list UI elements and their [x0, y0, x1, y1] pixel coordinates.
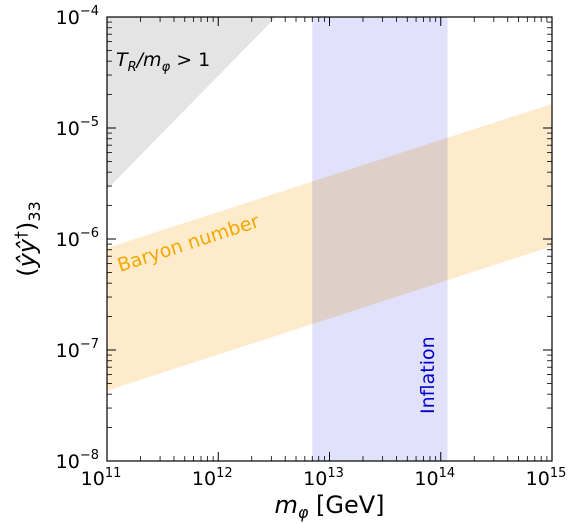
x-tick-label: 1015	[526, 466, 567, 490]
ticks-layer: 1011 1012 1013 1014 1015 10−8 10−7 10−6 10−5 10−4	[56, 4, 567, 490]
x-tick-label: 1014	[414, 466, 455, 490]
region-label-reheating: TR/mφ > 1	[116, 49, 210, 75]
regions-layer	[107, 17, 552, 461]
y-tick-label: 10−8	[56, 448, 99, 473]
x-tick-label: 1011	[81, 466, 122, 490]
region-inflation	[312, 17, 448, 461]
y-tick-label: 10−7	[56, 337, 99, 362]
x-tick-label: 1013	[303, 466, 344, 490]
y-tick-label: 10−5	[56, 115, 99, 140]
y-tick-label: 10−4	[56, 4, 99, 29]
region-label-inflation: Inflation	[417, 336, 439, 414]
plot-area: 1011 1012 1013 1014 1015 10−8 10−7 10−6 10−5 10−4…	[56, 4, 567, 490]
region-reheating	[107, 17, 276, 190]
y-tick-label: 10−6	[56, 226, 99, 251]
x-axis-title: mφ [GeV]	[274, 491, 384, 522]
x-tick-label: 1012	[192, 466, 233, 490]
y-axis-title: (ŷŷ†)33	[11, 201, 44, 277]
